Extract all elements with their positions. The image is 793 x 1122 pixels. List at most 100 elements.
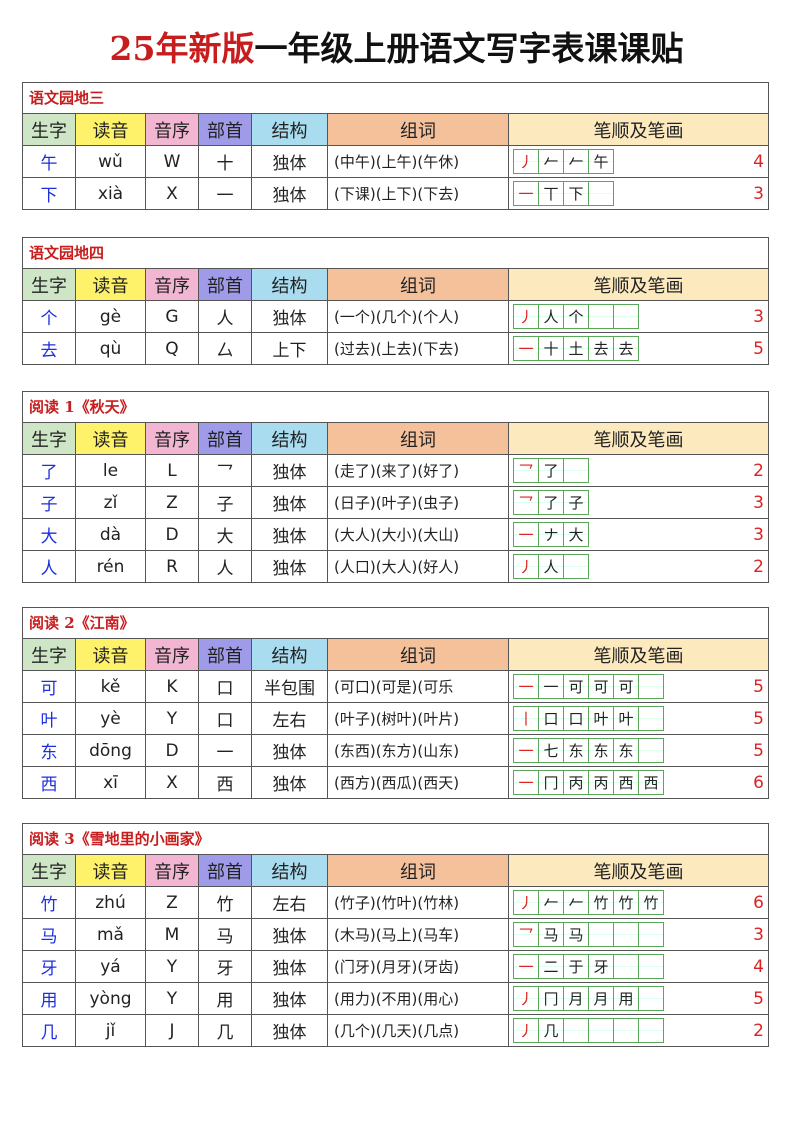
table-row: 可 kě K 口半包围 (可口)(可是)(可乐一一可可可 5 [23,671,768,703]
stroke-step-box: 土 [564,337,589,360]
character-cell: 用 [23,983,76,1014]
stroke-step-box: 人 [539,555,564,578]
stroke-order-cell: 一ナ大 3 [509,519,768,550]
initial-cell: Q [146,333,199,364]
structure-cell: 独体 [252,551,328,582]
pinyin-cell: yá [76,951,146,982]
stroke-count: 3 [753,924,764,945]
column-header: 音序 [146,639,199,670]
character-cell: 马 [23,919,76,950]
stroke-step-box: 可 [564,675,589,698]
stroke-grid: 乛马马 [513,922,664,947]
radical-cell: 牙 [199,951,252,982]
stroke-count: 3 [753,306,764,327]
pinyin-cell: le [76,455,146,486]
character-cell: 竹 [23,887,76,918]
section-title: 阅读 3《雪地里的小画家》 [23,824,768,855]
pinyin-cell: gè [76,301,146,332]
section-table: 阅读 2《江南》 生字 读音 音序 部首 结构 组词 笔顺及笔画可 kě K 口半包围 (可口)(可是… [22,607,769,799]
words-cell: (日子)(叶子)(虫子) [328,487,509,518]
radical-cell: 子 [199,487,252,518]
section-table: 阅读 3《雪地里的小画家》 生字 读音 音序 部首 结构 组词 笔顺及笔画竹 zhú Z 竹左右 (竹… [22,823,769,1047]
stroke-step-box: 𠂉 [539,150,564,173]
radical-cell: 几 [199,1015,252,1046]
stroke-grid: 丿冂月月用 [513,986,664,1011]
character-cell: 几 [23,1015,76,1046]
page-title: 25年新版一年级上册语文写字表课课贴 [109,29,684,68]
stroke-step-box: 十 [539,337,564,360]
column-header: 组词 [328,423,509,454]
stroke-step-box [639,923,663,946]
pinyin-cell: yòng [76,983,146,1014]
stroke-step-box [639,707,663,730]
stroke-step-box: 马 [539,923,564,946]
stroke-step-box: 几 [539,1019,564,1042]
table-row: 人 rén R 人独体 (人口)(大人)(好人) 丿人 2 [23,551,768,582]
stroke-grid: 丿人个 [513,304,639,329]
radical-cell: 一 [199,178,252,209]
table-row: 子 zǐ Z 子独体 (日子)(叶子)(虫子) 乛了子 3 [23,487,768,519]
stroke-count: 3 [753,492,764,513]
column-header: 读音 [76,639,146,670]
initial-cell: Y [146,703,199,734]
section-title: 语文园地三 [23,83,768,114]
stroke-grid: 一七东东东 [513,738,664,763]
words-cell: (大人)(大小)(大山) [328,519,509,550]
stroke-step-box: 了 [539,491,564,514]
column-header: 结构 [252,639,328,670]
table-row: 竹 zhú Z 竹左右 (竹子)(竹叶)(竹林) 丿 𠂉 𠂉 竹竹竹 6 [23,887,768,919]
stroke-order-cell: 乛了 2 [509,455,768,486]
column-header: 读音 [76,114,146,145]
stroke-step-box: 冂 [539,987,564,1010]
stroke-order-cell: 丿几 2 [509,1015,768,1046]
structure-cell: 上下 [252,333,328,364]
words-cell: (一个)(几个)(个人) [328,301,509,332]
table-row: 东 dōng D 一独体 (东西)(东方)(山东) 一七东东东 5 [23,735,768,767]
table-row: 下 xià X 一独体 (下课)(上下)(下去) 一丅下 3 [23,178,768,209]
table-row: 牙 yá Y 牙独体 (门牙)(月牙)(牙齿) 一二于牙 4 [23,951,768,983]
stroke-step-box: 牙 [589,955,614,978]
stroke-step-box: 叶 [614,707,639,730]
pinyin-cell: qù [76,333,146,364]
column-header: 生字 [23,269,76,300]
stroke-step-box [639,987,663,1010]
words-cell: (人口)(大人)(好人) [328,551,509,582]
stroke-step-box [639,1019,663,1042]
stroke-step-box [639,955,663,978]
stroke-step-box: 于 [564,955,589,978]
table-row: 大 dà D 大独体 (大人)(大小)(大山) 一ナ大 3 [23,519,768,551]
stroke-count: 4 [753,151,764,172]
structure-cell: 独体 [252,519,328,550]
stroke-step-box: 月 [589,987,614,1010]
radical-cell: 用 [199,983,252,1014]
stroke-grid: 一丅下 [513,181,614,206]
structure-cell: 独体 [252,301,328,332]
stroke-count: 2 [753,460,764,481]
column-header: 笔顺及笔画 [509,114,768,145]
stroke-step-box: 乛 [514,491,539,514]
radical-cell: 人 [199,551,252,582]
words-cell: (走了)(来了)(好了) [328,455,509,486]
table-row: 去 qù Q 厶上下 (过去)(上去)(下去) 一十土去去 5 [23,333,768,364]
words-cell: (可口)(可是)(可乐 [328,671,509,702]
pinyin-cell: dà [76,519,146,550]
stroke-step-box: 去 [589,337,614,360]
initial-cell: D [146,735,199,766]
section-table: 语文园地四 生字 读音 音序 部首 结构 组词 笔顺及笔画个 gè G 人独体 (一个)(几个)(个人… [22,237,769,365]
initial-cell: Y [146,951,199,982]
radical-cell: 竹 [199,887,252,918]
words-cell: (门牙)(月牙)(牙齿) [328,951,509,982]
pinyin-cell: jǐ [76,1015,146,1046]
initial-cell: M [146,919,199,950]
column-header: 部首 [199,639,252,670]
radical-cell: 厶 [199,333,252,364]
stroke-step-box: 东 [564,739,589,762]
character-cell: 下 [23,178,76,209]
column-header: 读音 [76,855,146,886]
stroke-count: 6 [753,892,764,913]
